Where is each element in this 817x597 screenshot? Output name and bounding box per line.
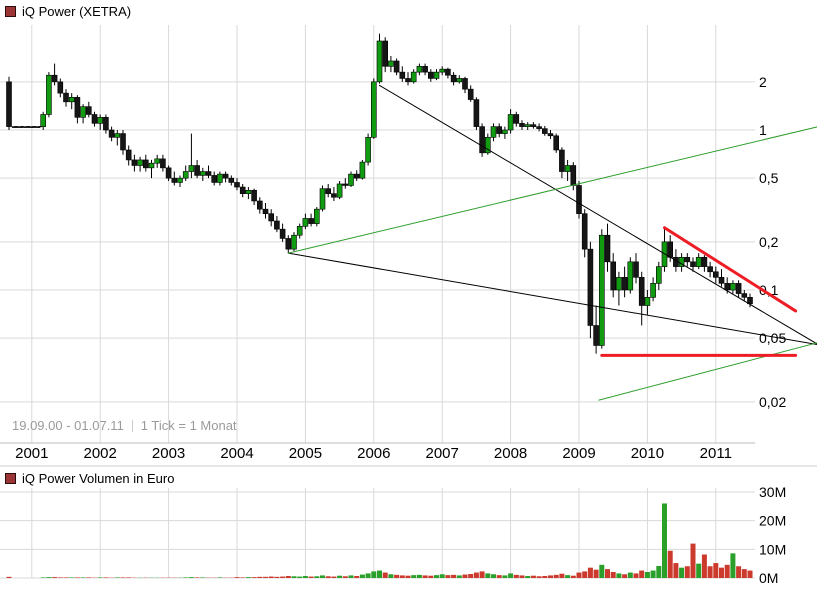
- svg-text:2001: 2001: [15, 445, 48, 462]
- footer-divider: [131, 420, 133, 432]
- svg-text:0M: 0M: [759, 570, 778, 586]
- svg-text:2010: 2010: [631, 445, 664, 462]
- svg-text:10M: 10M: [759, 541, 786, 557]
- date-range-label: 19.09.00 - 01.07.11: [12, 418, 124, 433]
- svg-text:2: 2: [759, 74, 767, 90]
- volume-chart-legend: iQ Power Volumen in Euro: [5, 471, 174, 486]
- svg-text:2005: 2005: [289, 445, 322, 462]
- svg-text:2006: 2006: [357, 445, 390, 462]
- svg-text:2008: 2008: [494, 445, 527, 462]
- svg-text:20M: 20M: [759, 513, 786, 529]
- chart-range-info: 19.09.00 - 01.07.11 1 Tick = 1 Monat: [12, 418, 237, 433]
- volume-chart-title: iQ Power Volumen in Euro: [22, 471, 175, 486]
- tick-interval-label: 1 Tick = 1 Monat: [140, 418, 237, 433]
- svg-text:2002: 2002: [84, 445, 117, 462]
- price-chart-title: iQ Power (XETRA): [22, 4, 132, 19]
- svg-text:2004: 2004: [220, 445, 253, 462]
- svg-text:1: 1: [759, 122, 767, 138]
- svg-text:0,5: 0,5: [759, 170, 779, 186]
- svg-text:30M: 30M: [759, 484, 786, 500]
- svg-text:2007: 2007: [426, 445, 459, 462]
- series-marker-icon: [5, 473, 16, 484]
- svg-text:0,2: 0,2: [759, 234, 779, 250]
- svg-text:2009: 2009: [562, 445, 595, 462]
- svg-text:0,05: 0,05: [759, 330, 786, 346]
- svg-text:2011: 2011: [700, 445, 732, 462]
- svg-text:0,02: 0,02: [759, 394, 786, 410]
- price-chart-legend: iQ Power (XETRA): [5, 4, 131, 19]
- svg-text:0,1: 0,1: [759, 282, 779, 298]
- svg-text:2003: 2003: [152, 445, 185, 462]
- series-marker-icon: [5, 6, 16, 17]
